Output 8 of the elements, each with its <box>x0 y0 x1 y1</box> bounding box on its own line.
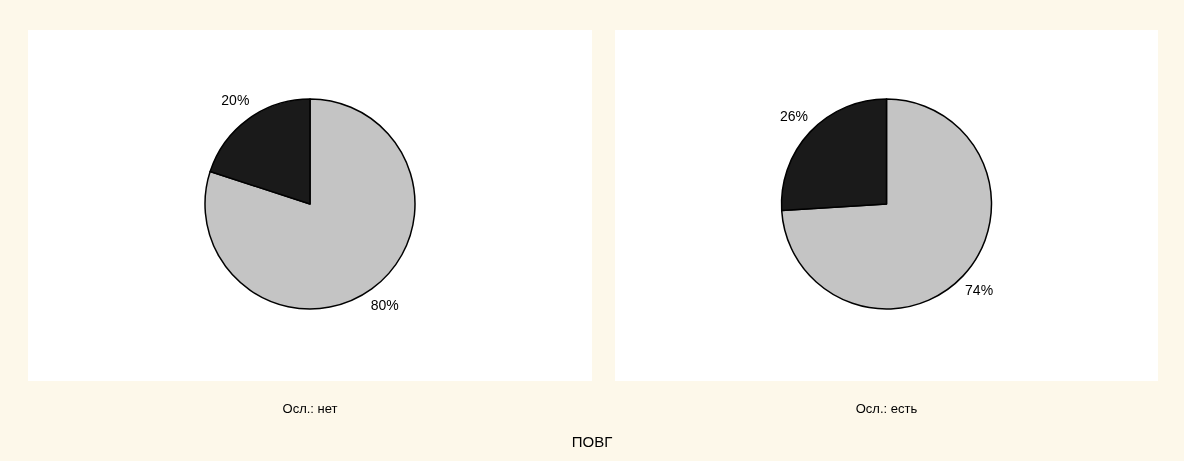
data-label: 26% <box>779 107 808 124</box>
text: Осл.: есть <box>855 401 918 416</box>
data-label: 80% <box>370 297 399 314</box>
data-label: 20% <box>221 91 250 108</box>
text: ПОВГ <box>571 433 613 450</box>
text: Осл.: нет <box>282 401 338 416</box>
pie-slice <box>780 98 993 310</box>
data-label: 74% <box>965 281 994 298</box>
